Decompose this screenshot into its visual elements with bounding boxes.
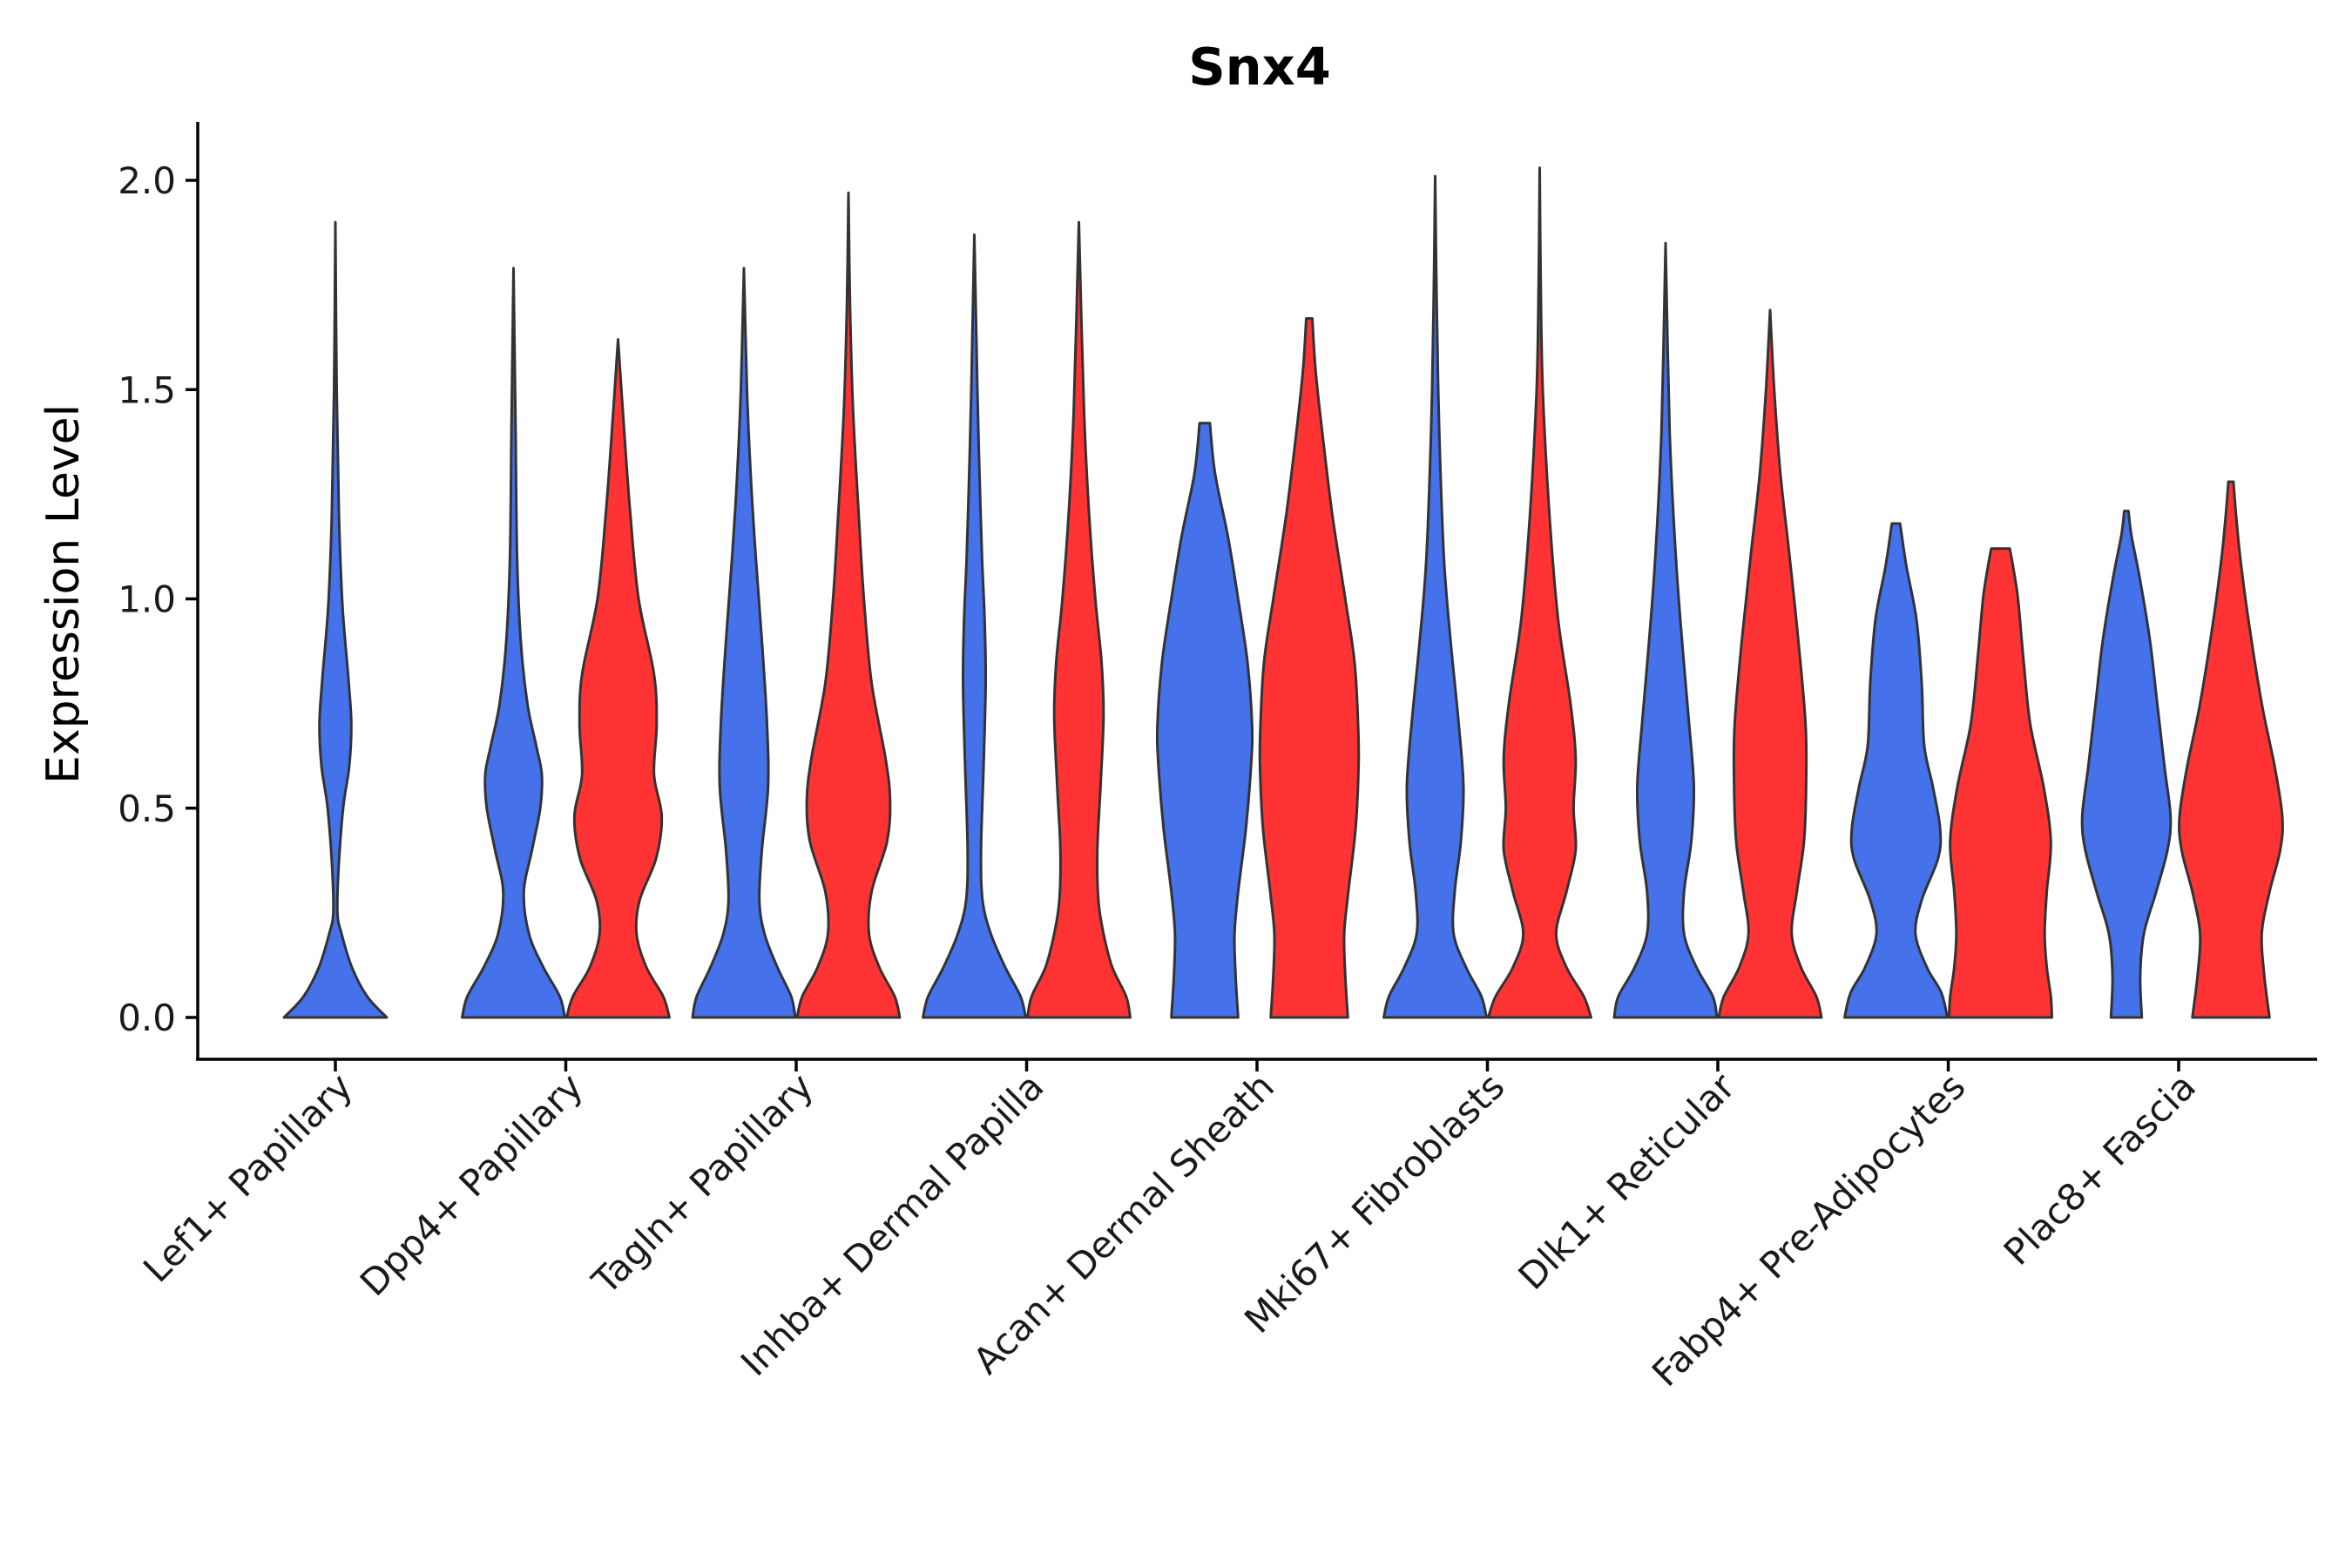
violins-layer	[282, 166, 2284, 1019]
violin-blue	[282, 220, 389, 1019]
violin-blue	[1155, 422, 1254, 1019]
x-tick-label: Mki67+ Fibroblasts	[1236, 1064, 1512, 1341]
violin-blue	[922, 233, 1027, 1019]
violin-blue	[691, 267, 797, 1019]
violin-red	[2178, 480, 2284, 1019]
violin-red	[565, 338, 671, 1019]
x-tick-label: Dpp4+ Papillary	[352, 1064, 591, 1304]
violin-red	[1487, 166, 1592, 1019]
chart-title: Snx4	[1188, 37, 1331, 97]
violin-blue	[461, 267, 566, 1019]
violin-blue	[1843, 522, 1949, 1019]
x-tick-label: Lef1+ Papillary	[135, 1064, 361, 1290]
violin-red	[1258, 317, 1361, 1019]
y-axis-ticks: 0.0 0.5 1.0 1.5 2.0	[118, 159, 198, 1039]
y-tick-label: 0.0	[118, 997, 176, 1039]
violin-blue	[2080, 510, 2173, 1019]
y-tick-label: 0.5	[118, 787, 176, 830]
violin-red	[795, 191, 902, 1019]
violin-red	[1717, 308, 1823, 1019]
violin-red	[1026, 220, 1132, 1019]
y-axis-label: Expression Level	[37, 404, 90, 784]
x-tick-label: Plac8+ Fascia	[1996, 1064, 2204, 1273]
violin-red	[1948, 547, 2053, 1019]
x-tick-label: Tagln+ Papillary	[584, 1064, 821, 1302]
violin-blue	[1382, 174, 1488, 1019]
violin-blue	[1612, 241, 1719, 1019]
y-tick-label: 2.0	[118, 159, 176, 202]
y-tick-label: 1.5	[118, 368, 176, 411]
x-tick-label: Dlk1+ Reticular	[1511, 1064, 1744, 1298]
y-tick-label: 1.0	[118, 578, 176, 621]
